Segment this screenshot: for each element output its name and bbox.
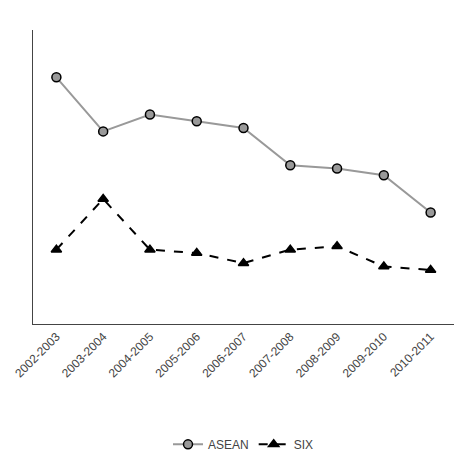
svg-text:SIX: SIX xyxy=(294,438,313,452)
svg-text:2006-2007: 2006-2007 xyxy=(199,330,250,381)
svg-text:2004-2005: 2004-2005 xyxy=(106,330,157,381)
svg-text:2009-2010: 2009-2010 xyxy=(340,330,391,381)
svg-text:2007-2008: 2007-2008 xyxy=(246,330,297,381)
svg-text:2008-2009: 2008-2009 xyxy=(293,330,344,381)
svg-text:ASEAN: ASEAN xyxy=(208,438,249,452)
svg-text:2002-2003: 2002-2003 xyxy=(12,330,63,381)
svg-text:2005-2006: 2005-2006 xyxy=(153,330,204,381)
svg-text:2010-2011: 2010-2011 xyxy=(387,330,437,380)
svg-text:2003-2004: 2003-2004 xyxy=(59,330,110,381)
